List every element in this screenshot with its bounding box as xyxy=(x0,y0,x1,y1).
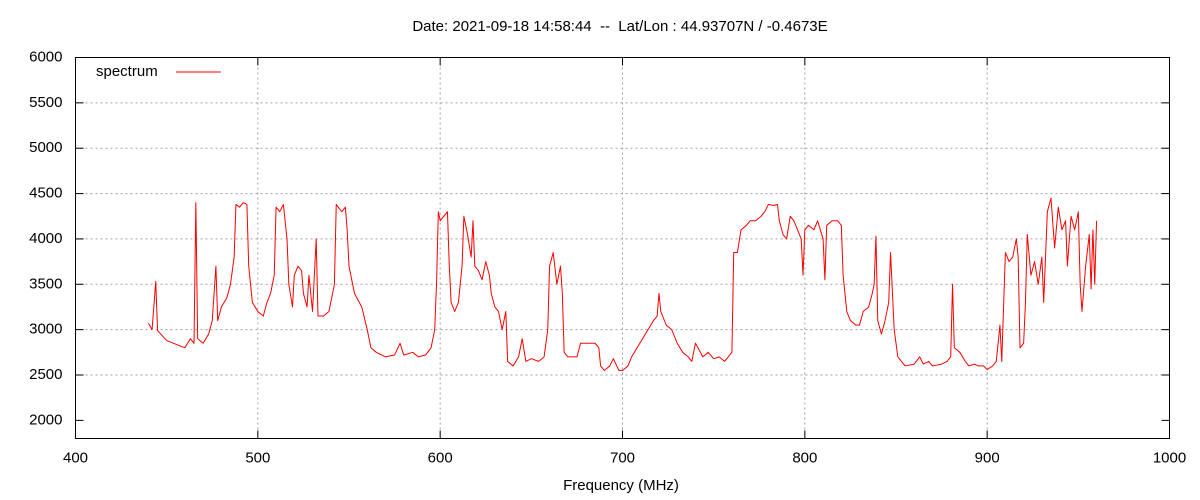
y-tick-label: 4500 xyxy=(29,185,62,202)
y-tick-label: 4000 xyxy=(29,230,62,247)
x-tick-label: 800 xyxy=(792,449,817,466)
chart-title: Date: 2021-09-18 14:58:44 -- Lat/Lon : 4… xyxy=(412,18,827,35)
x-tick-label: 1000 xyxy=(1153,449,1186,466)
y-tick-label: 3500 xyxy=(29,275,62,292)
y-tick-label: 2500 xyxy=(29,366,62,383)
y-tick-label: 5000 xyxy=(29,139,62,156)
x-tick-label: 500 xyxy=(245,449,270,466)
spectrum-line xyxy=(147,197,1098,371)
x-axis-label: Frequency (MHz) xyxy=(563,477,679,494)
y-tick-label: 6000 xyxy=(29,48,62,65)
legend-label: spectrum xyxy=(96,63,158,80)
x-tick-label: 600 xyxy=(428,449,453,466)
y-tick-label: 3000 xyxy=(29,321,62,338)
x-tick-label: 900 xyxy=(975,449,1000,466)
x-tick-label: 400 xyxy=(63,449,88,466)
y-tick-label: 2000 xyxy=(29,411,62,428)
x-tick-label: 700 xyxy=(610,449,635,466)
y-tick-label: 5500 xyxy=(29,94,62,111)
